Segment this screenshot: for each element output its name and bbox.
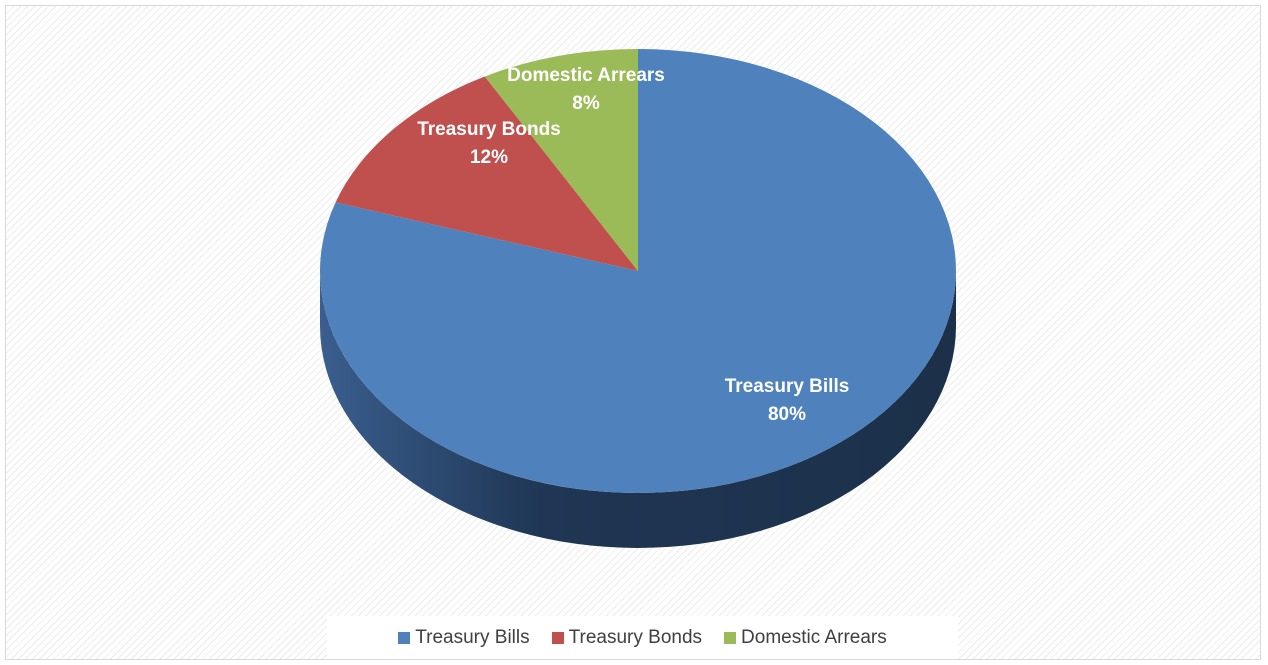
pie-chart: Treasury Bills 80% Treasury Bonds 12% Domest… bbox=[319, 49, 956, 548]
legend-swatch-treasury-bills bbox=[398, 632, 411, 644]
pie-side-wall bbox=[320, 271, 956, 548]
slice-label-name-treasury-bills: Treasury Bills bbox=[725, 376, 850, 397]
legend-item-treasury-bills: Treasury Bills bbox=[398, 627, 530, 649]
legend-swatch-treasury-bonds bbox=[551, 632, 564, 644]
legend-label-treasury-bonds: Treasury Bonds bbox=[568, 627, 703, 648]
slice-label-name-domestic-arrears: Domestic Arrears bbox=[507, 65, 665, 86]
legend-swatch-domestic-arrears bbox=[724, 632, 737, 644]
pie-slice-treasury-bonds bbox=[335, 76, 638, 271]
slice-label-treasury-bonds: Treasury Bonds 12% bbox=[417, 119, 561, 168]
slice-label-domestic-arrears: Domestic Arrears 8% bbox=[507, 65, 665, 114]
slice-label-value-treasury-bills: 80% bbox=[768, 404, 806, 425]
slice-label-value-domestic-arrears: 8% bbox=[572, 93, 600, 114]
slice-label-treasury-bills: Treasury Bills 80% bbox=[725, 376, 850, 425]
legend-item-treasury-bonds: Treasury Bonds bbox=[551, 627, 703, 649]
slice-label-name-treasury-bonds: Treasury Bonds bbox=[417, 119, 561, 140]
slice-label-value-treasury-bonds: 12% bbox=[470, 147, 508, 168]
legend: Treasury Bills Treasury Bonds Domestic A… bbox=[327, 616, 958, 659]
chart-area: Treasury Bills 80% Treasury Bonds 12% Domest… bbox=[5, 5, 1261, 660]
legend-label-treasury-bills: Treasury Bills bbox=[415, 627, 530, 648]
legend-label-domestic-arrears: Domestic Arrears bbox=[741, 627, 887, 648]
legend-item-domestic-arrears: Domestic Arrears bbox=[724, 627, 887, 649]
pie-slice-domestic-arrears bbox=[484, 49, 638, 271]
